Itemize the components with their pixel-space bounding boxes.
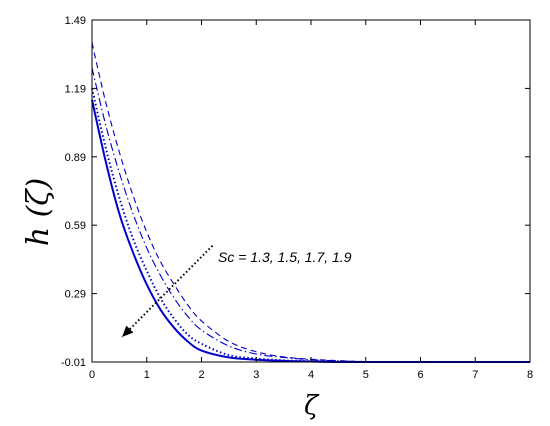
y-tick-label: 0.59 <box>65 220 86 232</box>
x-tick-label: 0 <box>89 369 95 381</box>
y-axis-label: h (ζ) <box>21 178 56 247</box>
series-line-dotted <box>91 88 530 364</box>
y-tick-label: -0.01 <box>61 357 86 369</box>
annotation-layer: Sc = 1.3, 1.5, 1.7, 1.9 <box>121 245 352 338</box>
x-tick-label: 2 <box>198 369 204 381</box>
series-line-dashed <box>91 42 530 363</box>
sc-annotation: Sc = 1.3, 1.5, 1.7, 1.9 <box>218 249 352 265</box>
annotation-arrow-line <box>121 245 214 338</box>
annotation-arrow-head <box>122 325 134 337</box>
plot-area <box>92 20 530 362</box>
x-tick-label: 6 <box>417 369 423 381</box>
y-tick-label: 0.29 <box>65 289 86 301</box>
x-axis-label: ζ <box>304 391 320 421</box>
y-axis-ticks: -0.01 0.29 0.59 0.89 1.19 1.49 <box>61 15 530 369</box>
x-tick-label: 4 <box>308 369 314 381</box>
y-tick-label: 0.89 <box>65 152 86 164</box>
x-tick-label: 7 <box>472 369 478 381</box>
x-tick-label: 8 <box>527 369 533 381</box>
x-tick-label: 3 <box>253 369 259 381</box>
x-axis-ticks: 0 1 2 3 4 5 6 7 8 <box>89 20 533 381</box>
x-tick-label: 1 <box>144 369 150 381</box>
y-tick-label: 1.49 <box>65 15 86 27</box>
y-tick-label: 1.19 <box>65 83 86 95</box>
x-tick-label: 5 <box>363 369 369 381</box>
